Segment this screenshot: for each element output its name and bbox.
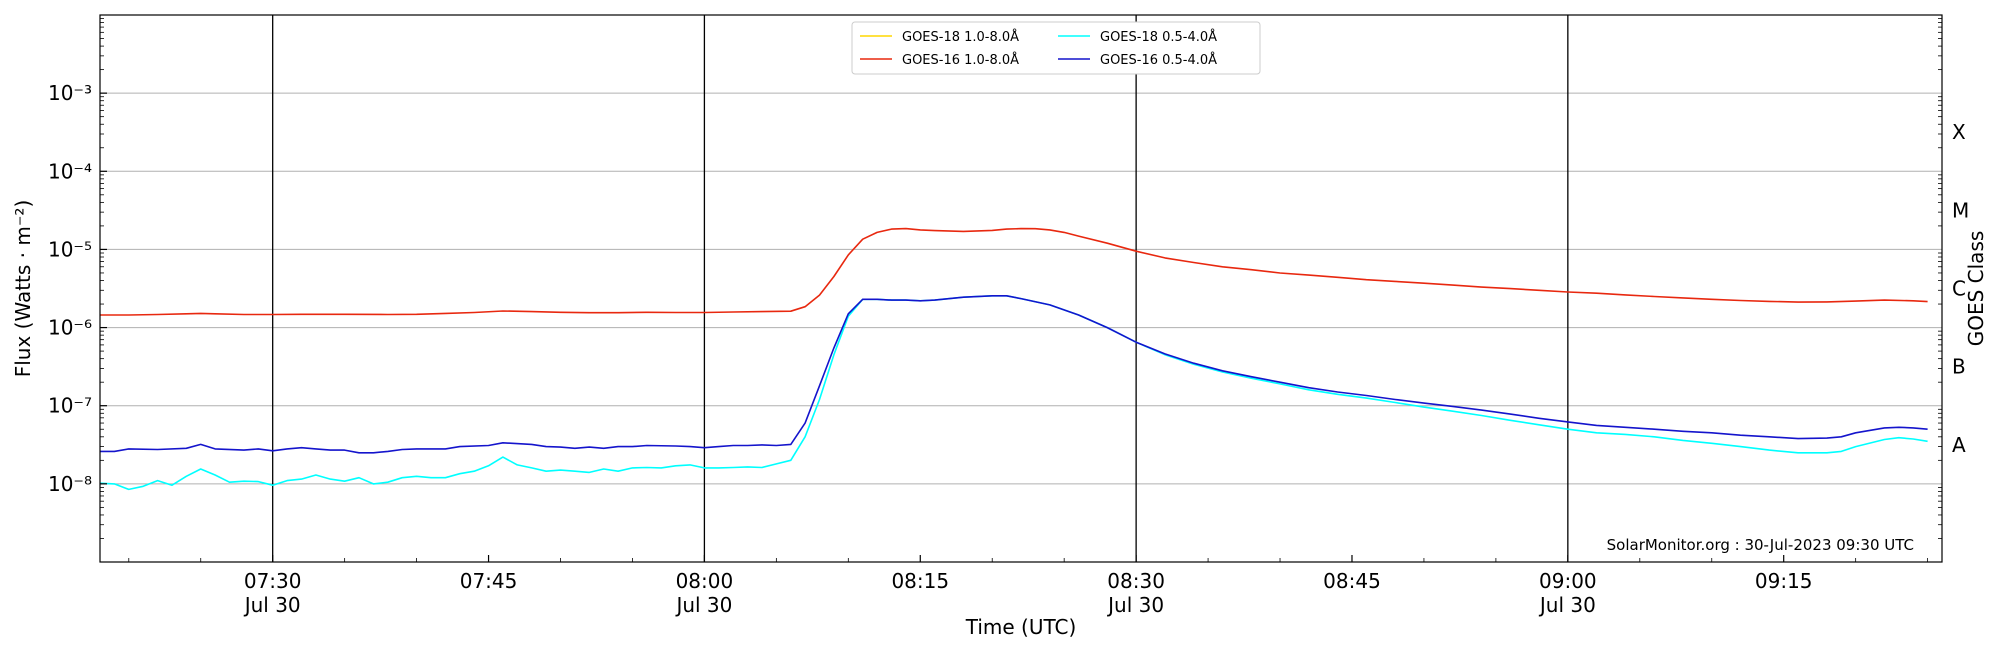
series-line-2	[100, 227, 1928, 316]
x-tick-label: 07:30	[244, 569, 302, 593]
x-tick-sublabel: Jul 30	[674, 593, 732, 617]
legend-label-1: GOES-18 1.0-8.0Å	[902, 29, 1019, 45]
credit-annotation: SolarMonitor.org : 30-Jul-2023 09:30 UTC	[1607, 536, 1914, 554]
goes-class-label: C	[1952, 277, 1966, 301]
x-tick-sublabel: Jul 30	[1538, 593, 1596, 617]
legend-label-4: GOES-16 0.5-4.0Å	[1100, 52, 1217, 68]
x-tick-sublabel: Jul 30	[1106, 593, 1164, 617]
x-tick-label: 09:00	[1539, 569, 1597, 593]
x-tick-label: 08:00	[676, 569, 734, 593]
x-tick-label: 09:15	[1755, 569, 1813, 593]
y-tick-label: 10⁻⁴	[48, 159, 92, 183]
x-tick-label: 08:45	[1323, 569, 1381, 593]
legend-box	[851, 21, 1261, 75]
legend: GOES-18 1.0-8.0Å GOES-16 1.0-8.0Å GOES-18 …	[851, 21, 1261, 75]
goes-class-label: X	[1952, 120, 1966, 144]
y-axis-title: Flux (Watts · m⁻²)	[11, 200, 35, 378]
y-tick-label: 10⁻³	[48, 81, 92, 105]
goes-class-label: B	[1952, 355, 1966, 379]
legend-label-2: GOES-16 1.0-8.0Å	[902, 52, 1019, 68]
goes-class-labels: A B C M X	[1952, 120, 1969, 457]
goes-class-label: M	[1952, 198, 1969, 222]
y-axis-ticks: 10⁻⁸ 10⁻⁷ 10⁻⁶ 10⁻⁵ 10⁻⁴ 10⁻³	[48, 18, 1942, 539]
goes-class-axis-title: GOES Class	[1964, 231, 1988, 347]
series-line-3	[99, 295, 1928, 491]
series-lines	[99, 227, 1928, 491]
x-tick-label: 07:45	[460, 569, 518, 593]
goes-class-label: A	[1952, 433, 1966, 457]
y-tick-label: 10⁻⁸	[48, 472, 92, 496]
x-tick-label: 08:15	[891, 569, 949, 593]
x-axis-title: Time (UTC)	[965, 615, 1077, 639]
y-tick-label: 10⁻⁵	[48, 237, 92, 261]
plot-frame	[99, 14, 1943, 563]
y-tick-label: 10⁻⁶	[48, 316, 92, 340]
grid-lines	[100, 92, 1942, 485]
series-line-4	[100, 295, 1928, 454]
legend-label-3: GOES-18 0.5-4.0Å	[1100, 29, 1217, 45]
y-tick-label: 10⁻⁷	[48, 394, 92, 418]
x-tick-sublabel: Jul 30	[243, 593, 301, 617]
x-tick-label: 08:30	[1107, 569, 1165, 593]
time-marker-lines	[272, 15, 1569, 562]
